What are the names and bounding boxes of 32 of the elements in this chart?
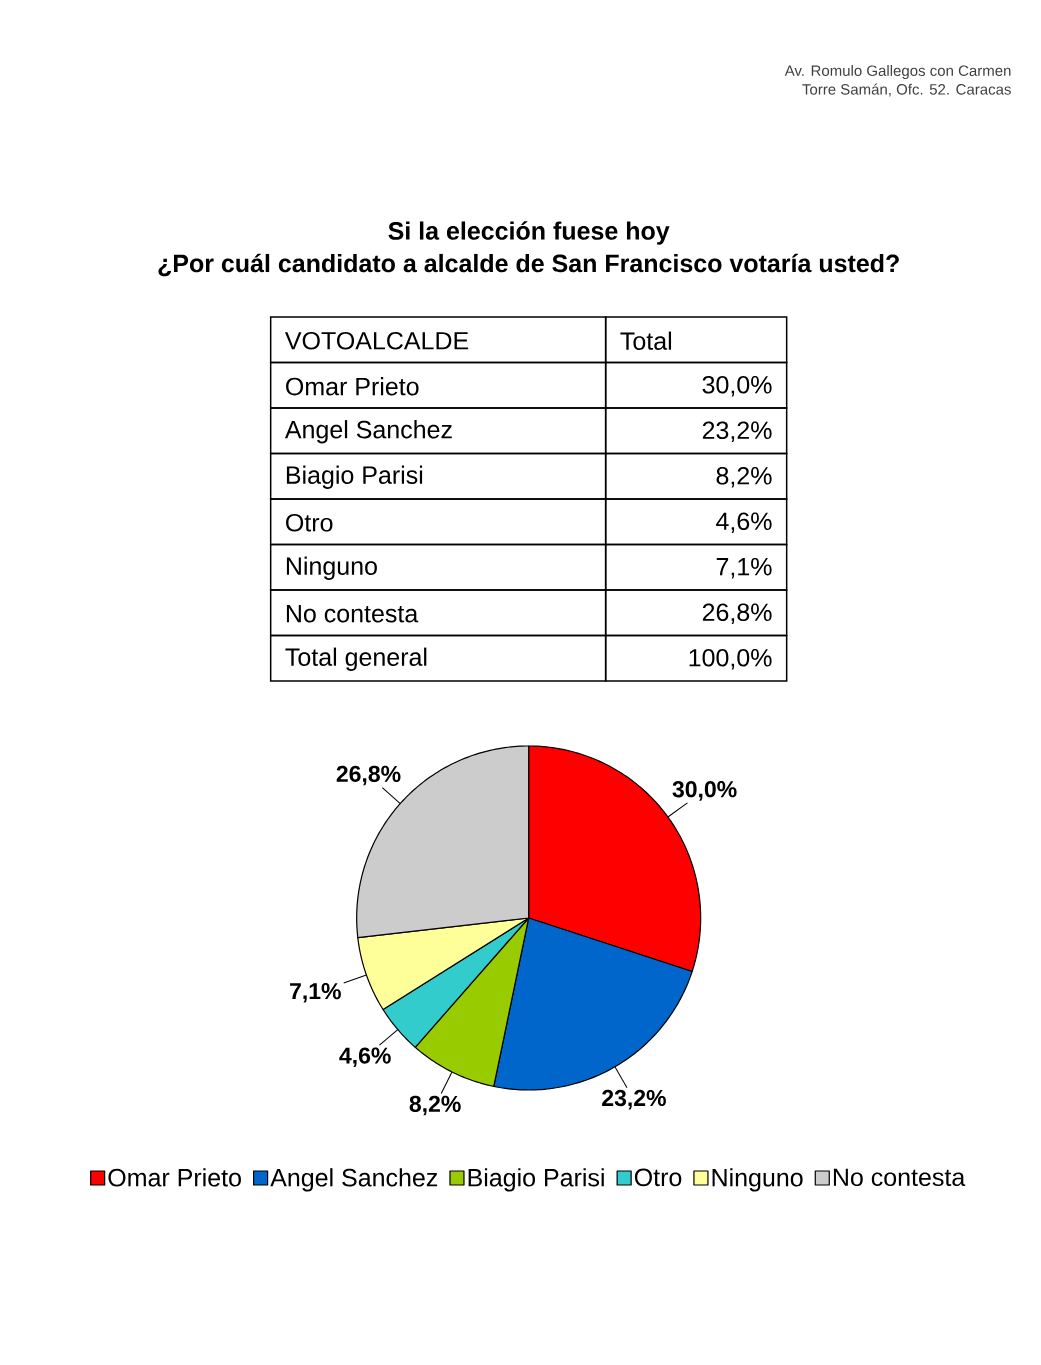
category-label: Otro	[286, 513, 333, 532]
text: 23,2%	[703, 421, 772, 443]
text: 26,8%	[703, 603, 772, 625]
text: Total general	[285, 647, 427, 671]
chart-title: Si la elección fuese hoy	[388, 221, 670, 245]
category-label: Biagio Parisi	[287, 465, 423, 489]
text: Torre Samán, Ofc. 52. Caracas	[802, 83, 1012, 97]
text: Total	[620, 331, 672, 350]
text: Av. Romulo Gallegos con Carmen	[784, 65, 1011, 79]
text: VOTOALCALDE	[285, 331, 469, 350]
chart-subtitle: ¿Por cuál candidato a alcalde de San Francisco votaría usted?	[158, 253, 900, 277]
data-label: 4,6%	[339, 1047, 391, 1068]
category-label: Angel Sanchez	[285, 420, 452, 444]
slice-label: No contesta	[287, 605, 419, 623]
data-label: 8,2%	[409, 1095, 461, 1116]
legend-label: Omar Prieto	[108, 1168, 242, 1187]
legend-label: Otro	[635, 1168, 682, 1187]
data-label: 30,0%	[672, 781, 737, 801]
text: 7,1%	[716, 557, 772, 579]
legend-label: Ninguno	[712, 1168, 803, 1192]
legend-label: Angel Sanchez	[270, 1168, 438, 1192]
category-label: Ninguno	[287, 556, 378, 580]
text: 100,0%	[689, 648, 772, 670]
category-label: Omar Prieto	[286, 377, 419, 396]
text: 4,6%	[716, 512, 772, 534]
data-label: 26,8%	[336, 765, 401, 786]
text: 30,0%	[702, 375, 772, 397]
legend-label: Biagio Parisi	[468, 1168, 604, 1192]
data-label: 23,2%	[602, 1089, 667, 1110]
text: 8,2%	[716, 466, 772, 488]
data-label: 7,1%	[290, 983, 342, 1003]
legend-label: No contesta	[834, 1168, 966, 1187]
